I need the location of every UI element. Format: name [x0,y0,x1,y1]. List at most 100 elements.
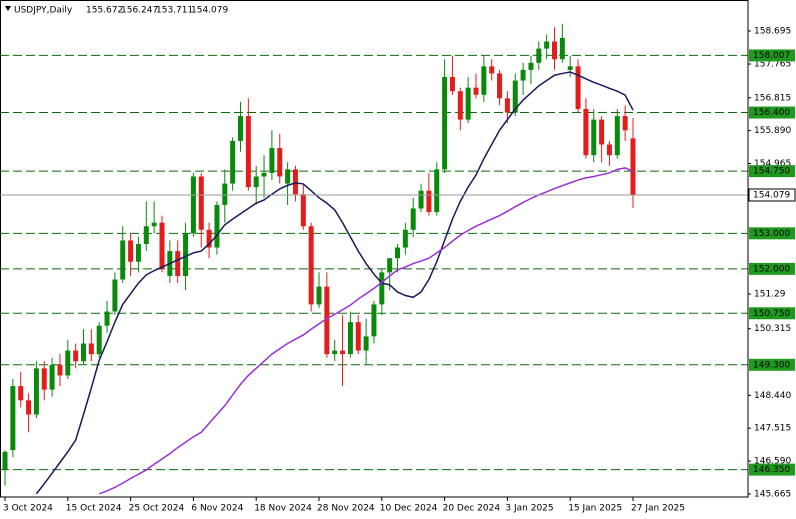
high-value: 156.247 [121,6,158,16]
candle-body [402,229,408,248]
candle-body [442,76,448,170]
candle-body [347,322,353,355]
close-value: 154.079 [191,6,228,16]
candle-body [18,386,24,401]
level-label-box [749,358,795,371]
moving-average [98,167,634,495]
candle-body [128,240,134,262]
y-tick-label: 151.29 [754,290,786,300]
y-tick-label: 157.765 [754,60,791,70]
low-value: 153.711 [156,6,193,16]
y-tick-label: 158.695 [754,26,791,36]
candle-body [410,208,416,230]
candle-body [65,350,71,376]
candle-body [81,343,86,362]
x-tick-label: 6 Nov 2024 [191,504,243,514]
y-tick-label: 156.815 [754,93,791,103]
level-label-box [749,165,795,178]
candle-body [183,233,189,276]
menu-arrow [5,6,11,11]
moving-average [35,71,634,495]
x-tick-label: 28 Nov 2024 [317,504,375,514]
candle-body [426,190,432,213]
level-label-box [749,106,795,119]
candle-body [10,386,16,451]
candle-body [371,304,377,337]
level-label: 154.750 [753,167,790,177]
candle-body [49,364,55,390]
candle-body [238,116,243,141]
level-label-box [749,262,795,275]
x-tick-label: 27 Jan 2025 [631,504,685,514]
candle-body [230,140,236,184]
candle-body [512,80,518,113]
candle-body [261,172,267,177]
candle-body [151,222,157,227]
y-tick-label: 145.665 [754,489,791,499]
y-tick-label: 154.965 [754,159,791,169]
candle-body [355,322,361,351]
axis-mask [0,498,748,519]
y-tick-label: 150.315 [754,324,791,334]
candle-body [379,272,385,305]
candle-body [175,251,181,276]
level-label: 152.000 [753,264,790,274]
candle-body [449,76,455,92]
candle-body [520,69,526,81]
open-value: 155.672 [86,6,123,16]
y-tick-label: 147.515 [754,424,791,434]
x-tick-label: 20 Dec 2024 [443,504,501,514]
candle-body [536,48,542,63]
candle-body [285,169,291,184]
symbol: USDJPY,Daily [14,6,73,16]
candle-body [504,98,510,113]
candle-body [190,176,196,234]
level-label: 150.750 [753,309,790,319]
candle-body [198,176,204,230]
candle-body [214,204,220,248]
candle-body [528,62,534,70]
candle-body [269,148,275,173]
level-label: 146.350 [753,465,790,475]
candle-body [606,144,612,156]
candle-body [418,190,424,209]
candle-body [599,119,605,145]
x-tick-label: 18 Nov 2024 [254,504,312,514]
candle-body [544,41,550,49]
candle-body [120,240,126,280]
candle-body [332,350,338,355]
candle-body [26,400,32,415]
candle-body [614,116,620,156]
plot-frame [0,0,749,498]
candle-body [2,451,8,470]
level-label: 158.007 [753,51,790,61]
candle-body [88,343,94,355]
price-label: 154.079 [753,190,790,200]
candle-body [206,229,212,248]
y-tick-label: 155.890 [754,126,791,136]
candle-body [481,66,487,95]
candle-body [575,66,581,109]
candle-body [434,169,440,213]
candle-body [567,66,573,70]
candle-body [104,311,110,326]
candle-body [497,73,503,99]
candle-body [457,91,463,120]
x-tick-label: 25 Oct 2024 [129,504,185,514]
candle-body [33,368,39,415]
candle-body [300,194,306,227]
candle-body [489,66,495,74]
candle-body [552,41,557,60]
x-tick-label: 15 Oct 2024 [66,504,122,514]
candle-body [41,368,47,390]
candle-body [159,222,165,269]
level-label-box [749,307,795,320]
x-tick-label: 3 Jan 2025 [505,504,553,514]
candle-body [135,243,141,262]
candle-body [308,226,314,305]
candle-body [57,364,63,376]
candle-body [73,350,79,362]
price-label-box [748,188,796,202]
level-label: 153.000 [753,229,790,239]
candle-body [387,258,393,273]
